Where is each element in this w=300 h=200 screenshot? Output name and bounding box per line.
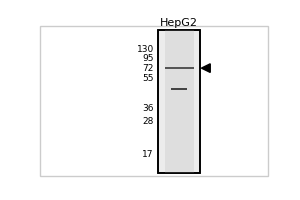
Text: 72: 72 [142, 64, 154, 73]
Text: 95: 95 [142, 54, 154, 63]
Text: 17: 17 [142, 150, 154, 159]
Text: 130: 130 [136, 45, 154, 54]
Bar [165, 67, 194, 69]
Bar [158, 30, 200, 173]
Text: 36: 36 [142, 104, 154, 113]
Text: HepG2: HepG2 [160, 18, 198, 28]
Text: 55: 55 [142, 74, 154, 83]
Bar [158, 30, 200, 173]
Polygon shape [201, 64, 210, 72]
Bar [165, 30, 194, 173]
Bar [171, 88, 188, 90]
Text: 28: 28 [142, 117, 154, 126]
